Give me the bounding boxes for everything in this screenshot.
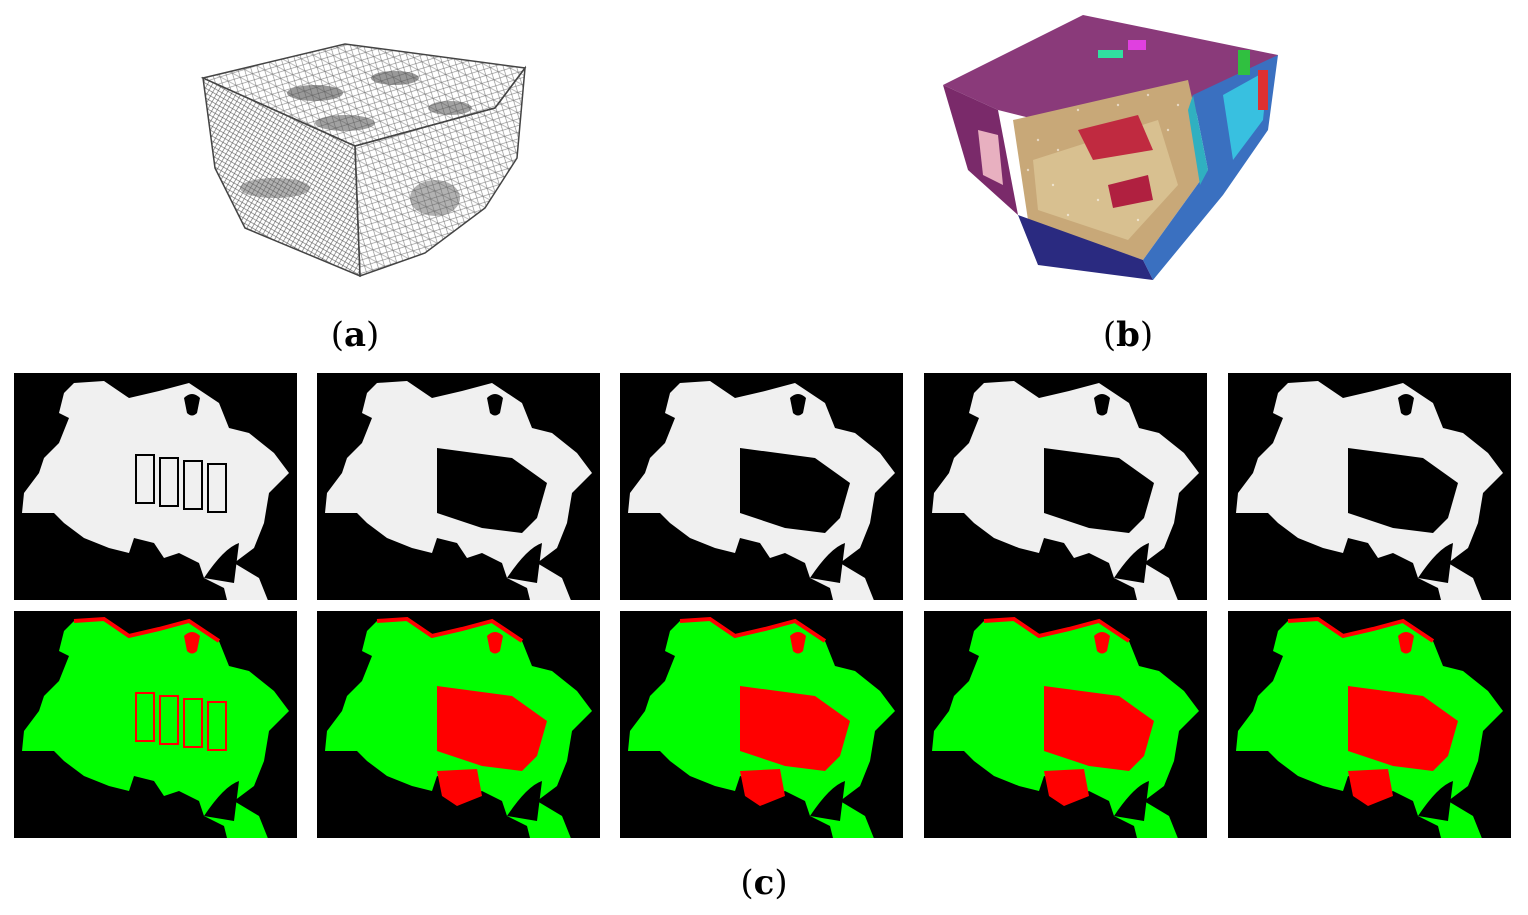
floor-mask-image [628,381,895,600]
shadow-wedge [204,543,239,583]
panel-b-segmented-mesh [938,10,1288,295]
miss-edge [376,616,524,643]
miss-edge [679,616,827,643]
segmented-mesh-image [943,15,1278,280]
shadow-wedge [810,543,845,583]
stair-region [184,632,200,654]
panel-c-label: c [753,863,775,903]
floor-region [22,381,289,600]
floor-mask-image [932,381,1199,600]
panel-a-wireframe-mesh [195,38,535,283]
room-region [437,448,547,533]
room-region [740,686,850,771]
shadow-wedge [1418,543,1453,583]
mask-tile-1 [14,373,297,600]
panel-c-caption: (c) [740,863,788,903]
shadow-wedge [1114,543,1149,583]
miss-edge [73,616,221,643]
floor-overlay-image [932,616,1199,838]
overlay-tile-2 [317,611,600,838]
room-region [1044,769,1089,806]
shadow-wedge [1114,781,1149,821]
stair-region [1398,394,1414,416]
room-region [740,448,850,533]
panel-b-label: b [1116,315,1140,355]
room-region [1348,769,1393,806]
floor-overlay-image [628,616,895,838]
room-outlines [135,454,227,513]
overlay-tile-3 [620,611,903,838]
shadow-wedge [507,781,542,821]
floor-mask-image [22,381,289,600]
panel-a-caption: (a) [330,315,380,355]
room-region [437,769,482,806]
shadow-wedge [1418,781,1453,821]
room-region [740,769,785,806]
stair-region [487,394,503,416]
floor-overlay-image [325,616,592,838]
room-region [1348,448,1458,533]
floor-region [22,619,289,838]
panel-b-caption: (b) [1102,315,1154,355]
shadow-wedge [810,781,845,821]
stair-region [790,394,806,416]
mask-tile-2 [317,373,600,600]
panel-a-label: a [343,315,367,355]
room-outlines [135,692,227,751]
stair-region [184,394,200,416]
room-region [1348,686,1458,771]
stair-region [1094,632,1110,654]
miss-edge [1287,616,1435,643]
overlay-tile-4 [924,611,1207,838]
stair-region [1398,632,1414,654]
floor-overlay-image [1236,616,1503,838]
shadow-wedge [204,781,239,821]
mask-tile-4 [924,373,1207,600]
overlay-tile-1 [14,611,297,838]
wireframe-mesh-image [200,43,527,278]
stair-region [487,632,503,654]
floor-overlay-image [22,616,289,838]
overlay-tile-5 [1228,611,1511,838]
room-region [437,686,547,771]
room-region [1044,448,1154,533]
floor-mask-image [1236,381,1503,600]
shadow-wedge [507,543,542,583]
stair-region [1094,394,1110,416]
mask-tile-3 [620,373,903,600]
floor-mask-image [325,381,592,600]
stair-region [790,632,806,654]
miss-edge [983,616,1131,643]
room-region [1044,686,1154,771]
mask-tile-5 [1228,373,1511,600]
